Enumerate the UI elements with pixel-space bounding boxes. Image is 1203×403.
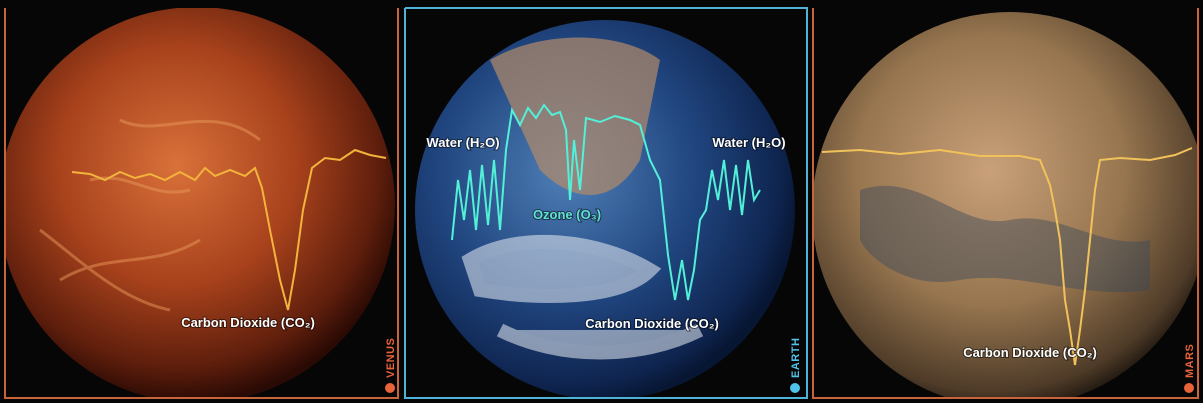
annotation: Carbon Dioxide (CO₂) <box>963 345 1097 360</box>
label-dot <box>385 383 395 393</box>
annotation: Carbon Dioxide (CO₂) <box>181 315 315 330</box>
label-dot <box>1184 383 1194 393</box>
panel-label: MARS <box>1184 344 1196 378</box>
annotation: Water (H₂O) <box>426 135 499 150</box>
annotation: Water (H₂O) <box>712 135 785 150</box>
figure: Carbon Dioxide (CO₂) VENUS Water (H₂O) W… <box>0 0 1203 403</box>
earth-panel <box>415 20 795 400</box>
panel-label: VENUS <box>385 338 397 378</box>
label-dot <box>790 383 800 393</box>
page: {"panels": [ {"label": "VENUS", "annotat… <box>0 0 1203 403</box>
panel-label: EARTH <box>790 338 802 378</box>
venus-panel <box>0 7 395 403</box>
annotation: Carbon Dioxide (CO₂) <box>585 316 719 331</box>
venus-planet <box>0 7 395 403</box>
annotation: Ozone (O₃) <box>533 207 601 222</box>
